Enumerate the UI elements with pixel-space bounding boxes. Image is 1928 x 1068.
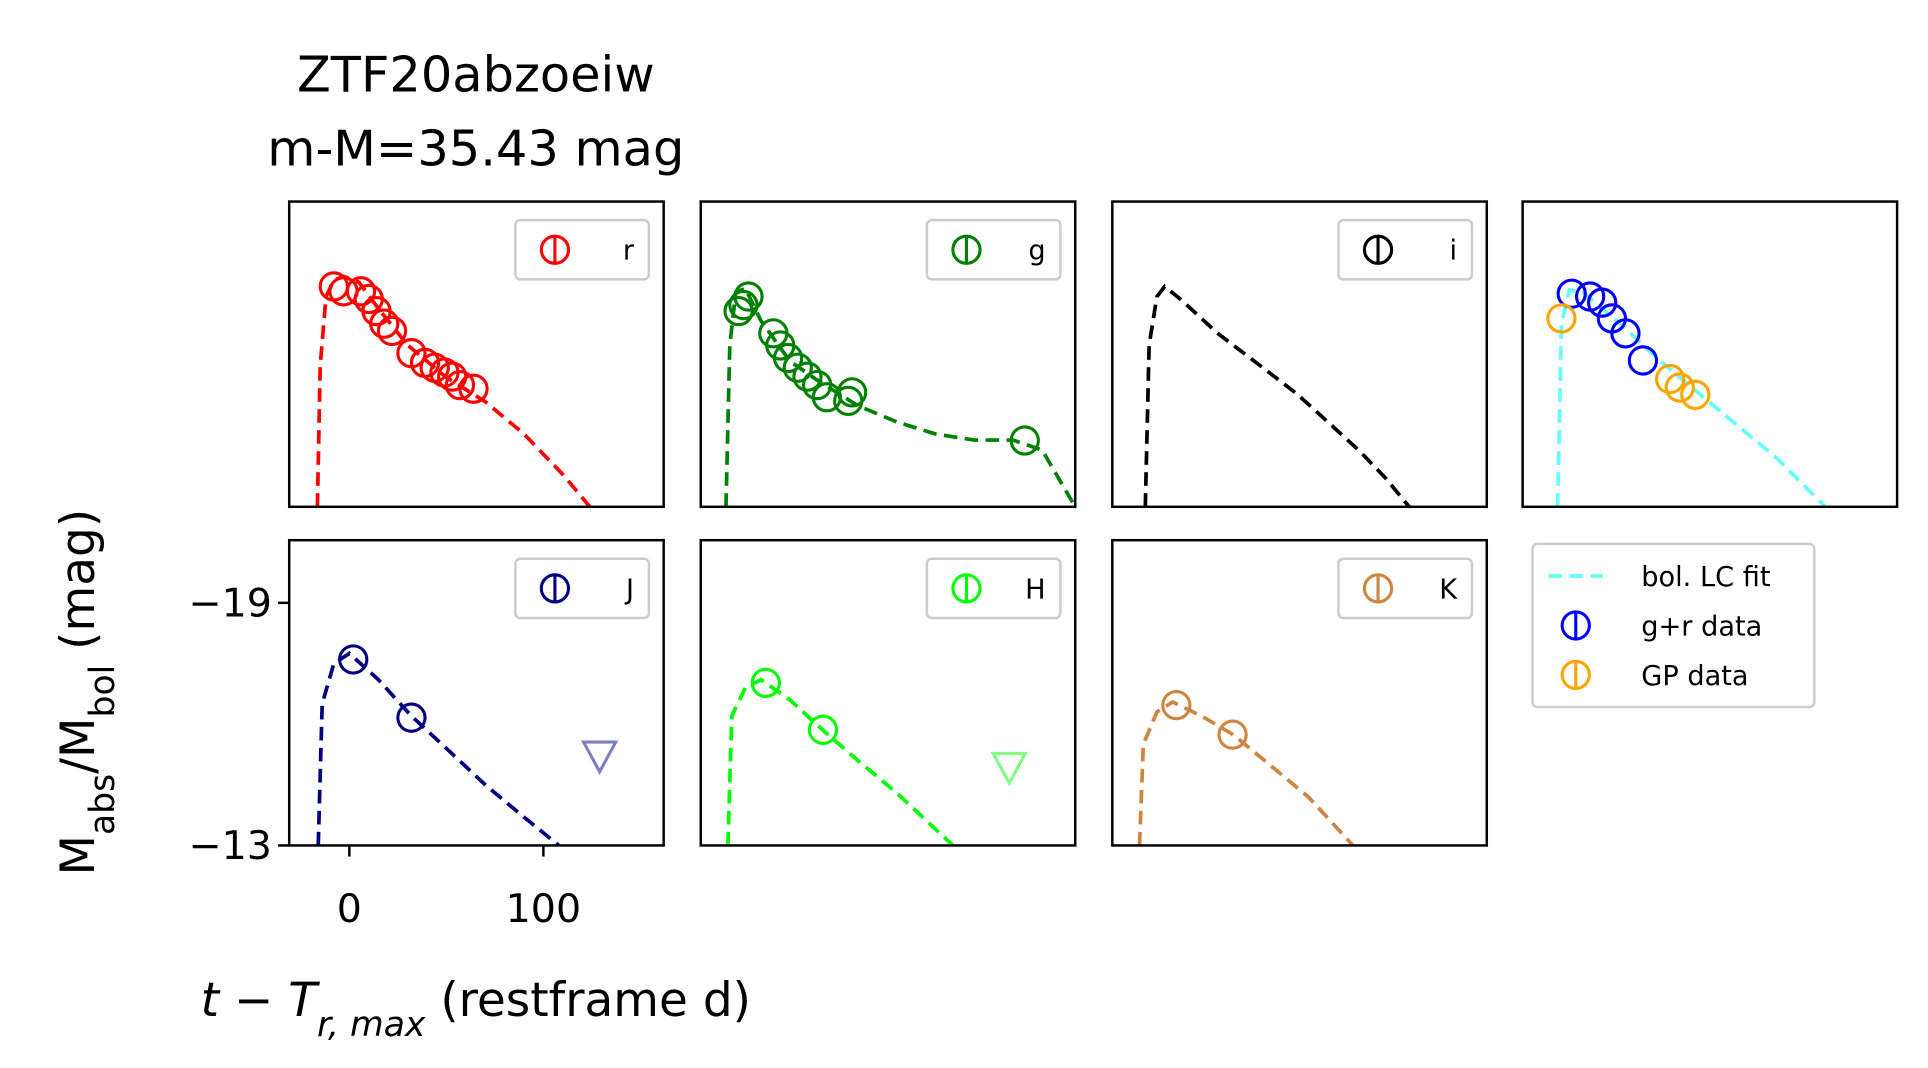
plot-area [1143,283,1411,507]
legend-label: r [623,236,635,267]
fit-line [724,286,1076,507]
data-point [369,308,400,339]
legend-box [925,557,1062,620]
plot-area [315,271,592,507]
legend-box [514,557,651,620]
label-part: M [51,835,106,876]
legend-box [1337,218,1474,281]
panel-frame [699,200,1077,509]
data-point [792,361,823,392]
data-point [1664,372,1695,403]
label-part: t − T [201,973,321,1028]
panel-frame [699,538,1077,847]
legend-label: i [1450,236,1458,267]
plot-area [723,281,1076,507]
legend-box [1531,542,1816,709]
legend-box [1337,557,1474,620]
data-point [1556,278,1587,309]
panel-frame [1111,200,1489,509]
plot-area [1546,278,1827,507]
panel: H [699,538,1077,847]
legend-label: J [624,574,634,605]
panel: 0 100 −19 −13 J [188,538,665,932]
plot-area [1137,690,1355,846]
fit-line [1137,699,1355,846]
panel-frame [287,538,665,847]
fit-line [315,274,592,507]
legend-label: H [1025,574,1045,605]
label-part: bol [83,665,123,718]
legend-label: K [1439,574,1458,605]
panel: g [699,200,1077,509]
data-point [396,702,427,733]
data-point [1610,318,1641,349]
data-point [782,352,813,383]
data-point [444,369,476,401]
data-point [1546,303,1577,334]
legend-box [925,218,1062,281]
label-part: abs [83,774,123,835]
legend-label: GP data [1641,661,1748,692]
panel-frame [287,200,665,509]
panel: K [1111,538,1489,847]
label-part: r, max [317,1005,426,1045]
panel: r [287,200,665,509]
data-point [1161,690,1192,721]
data-point [338,644,369,675]
panel-frame [1111,538,1489,847]
legend-box [514,218,651,281]
data-point [772,342,804,374]
x-axis-label: t − Tr, max (restframe d) [201,973,751,1045]
label-part: /M [51,717,106,773]
y-tick-label: −19 [188,580,271,626]
data-point [728,289,759,321]
plot-area [726,667,1028,846]
legend-label: bol. LC fit [1641,562,1770,593]
data-point [1654,363,1686,395]
data-point [1627,345,1659,376]
data-point [1217,719,1248,750]
upper-limit [580,740,619,775]
panel-frame [1521,200,1899,509]
fit-line [726,677,955,846]
x-tick-label: 0 [337,886,362,932]
panel: bol. LC fit g+r data GP data [1521,200,1899,709]
x-tick-label: 100 [506,886,581,932]
plot-area [316,644,619,846]
upper-limit [990,751,1028,787]
legend-label: g [1028,236,1045,267]
fit-line [316,651,561,846]
data-point [376,315,408,347]
label-part: (restframe d) [425,973,751,1028]
title-line: ZTF20abzoeiw [297,46,655,104]
data-point [345,276,377,307]
legend-label: g+r data [1641,611,1762,642]
title-line: m-M=35.43 mag [267,120,684,178]
data-point [807,714,839,745]
data-point [458,373,489,404]
data-point [1587,287,1618,318]
y-tick-label: −13 [188,823,271,869]
label-part: (mag) [51,509,106,665]
fit-line [1143,283,1411,507]
panel: i [1111,200,1489,509]
fit-line [1555,287,1827,507]
data-point [1680,379,1711,410]
y-axis-label: Mabs/Mbol (mag) [51,509,123,876]
